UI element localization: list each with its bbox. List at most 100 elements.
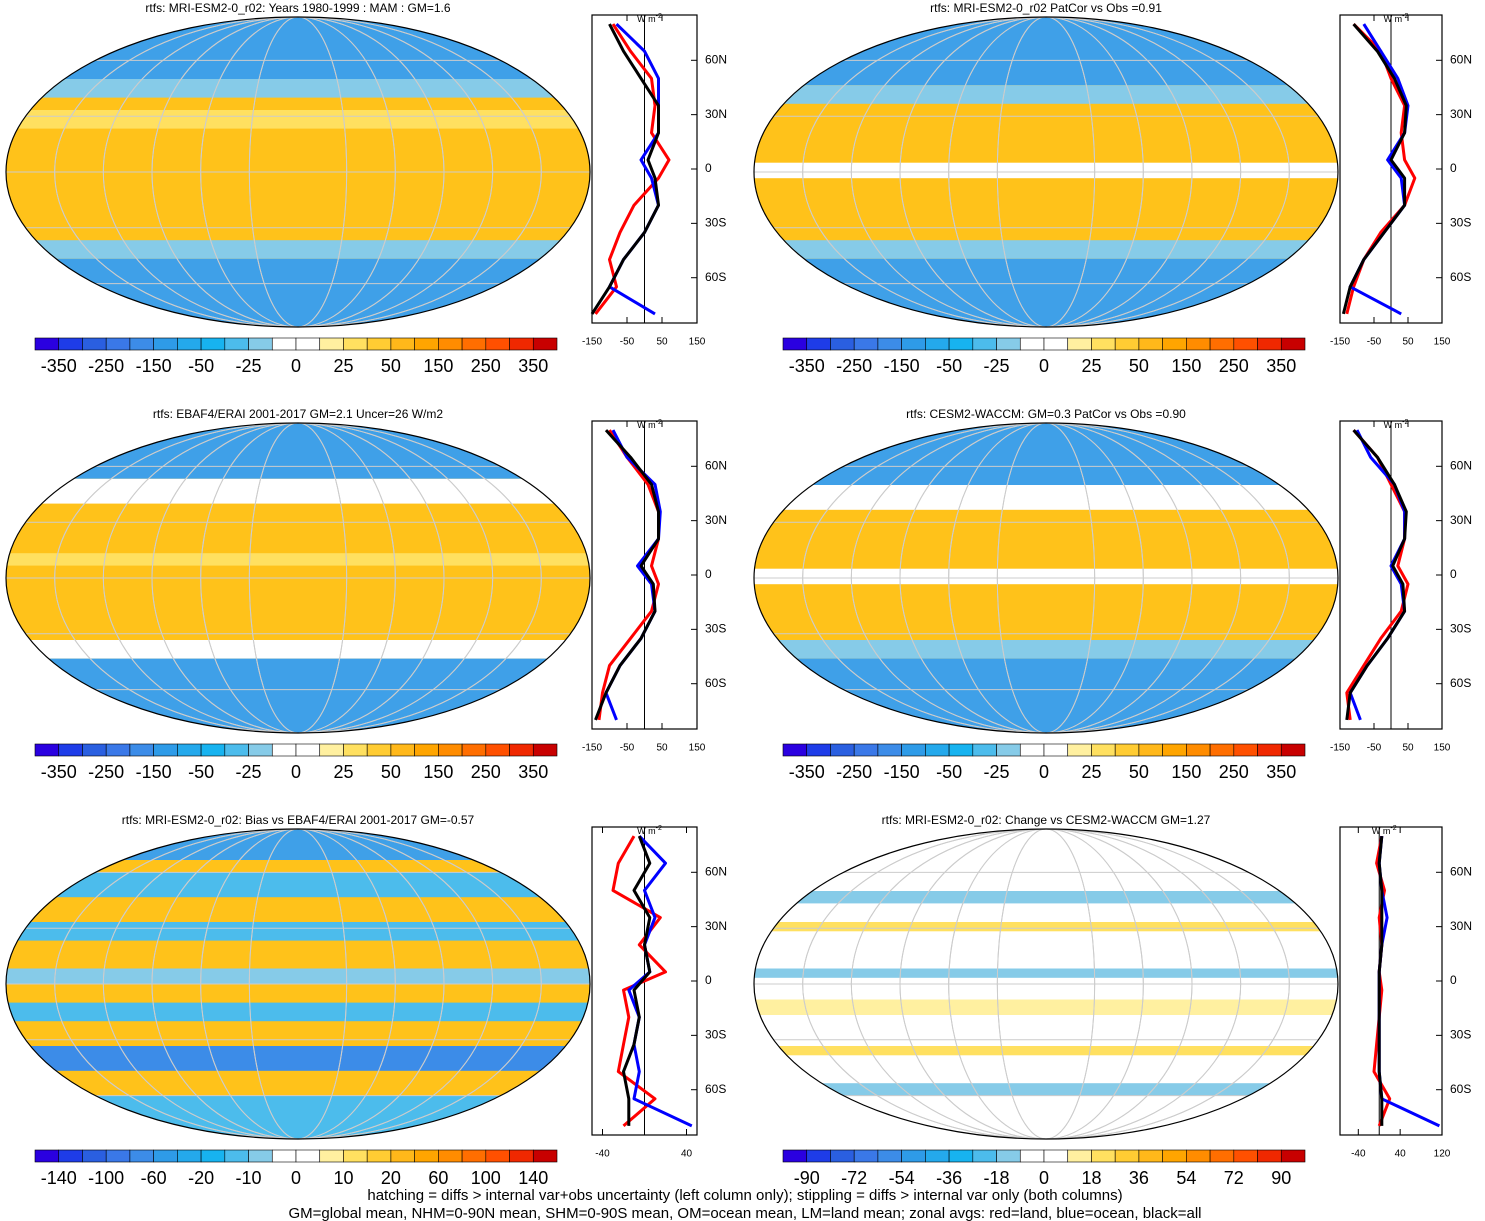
map-band	[6, 17, 590, 79]
colorbar-box	[414, 337, 439, 351]
map-band	[754, 999, 1338, 1015]
map-band	[6, 829, 590, 860]
colorbar-box	[1257, 1149, 1282, 1163]
map-band	[754, 968, 1338, 978]
y-tick-label: 30S	[1450, 622, 1471, 636]
colorbar-box	[1186, 1149, 1211, 1163]
colorbar-box	[153, 743, 178, 757]
unit-text: W m	[1384, 420, 1403, 430]
colorbar-label: -250	[836, 356, 872, 376]
colorbar-label: 350	[1266, 356, 1296, 376]
panel-title: rtfs: MRI-ESM2-0_r02: Years 1980-1999 : …	[145, 1, 450, 15]
colorbar-box	[390, 743, 415, 757]
graticule	[151, 423, 445, 733]
colorbar-label: 72	[1224, 1168, 1244, 1188]
colorbar-label: -150	[136, 356, 172, 376]
x-tick-label: 40	[1395, 1149, 1407, 1160]
colorbar-label: -18	[984, 1168, 1010, 1188]
colorbar-box	[901, 1149, 926, 1163]
colorbar-label: 150	[1171, 356, 1201, 376]
colorbar-label: 50	[381, 762, 401, 782]
map-band	[6, 110, 590, 129]
colorbar-label: 60	[428, 1168, 448, 1188]
colorbar-label: -25	[236, 356, 262, 376]
colorbar-label: -350	[789, 356, 825, 376]
x-tick-label: 40	[681, 1149, 693, 1160]
graticule	[850, 423, 1242, 733]
y-tick-label: 0	[705, 567, 712, 581]
colorbar-box	[1280, 1149, 1306, 1163]
graticule	[248, 423, 348, 733]
y-tick-label: 30S	[1450, 1028, 1471, 1042]
colorbar-box	[343, 337, 368, 351]
colorbar-box	[1209, 1149, 1235, 1163]
y-tick-label: 0	[1450, 161, 1457, 175]
colorbar-box	[105, 337, 131, 351]
colorbar-label: -350	[41, 762, 77, 782]
colorbar-box	[996, 743, 1021, 757]
colorbar-label: 150	[423, 762, 453, 782]
zonal-mean-line	[597, 429, 660, 721]
map-band	[754, 162, 1338, 179]
map-outline	[753, 828, 1339, 1140]
colorbar-label: -50	[936, 356, 962, 376]
colorbar-box	[1257, 337, 1282, 351]
y-tick-label: 30N	[705, 919, 727, 933]
x-tick-label: -150	[582, 743, 602, 754]
colorbar-label: -150	[884, 356, 920, 376]
zonal-mean-line	[1377, 835, 1441, 1128]
colorbar-box	[271, 743, 297, 757]
map	[754, 829, 1338, 1139]
colorbar-box	[271, 1149, 297, 1163]
colorbar-box	[438, 1149, 463, 1163]
y-tick-label: 60N	[705, 864, 727, 878]
y-tick-label: 60N	[1450, 458, 1472, 472]
colorbar-box	[129, 337, 154, 351]
colorbar-box	[877, 337, 902, 351]
colorbar-box	[1186, 337, 1211, 351]
colorbar-label: 350	[1266, 762, 1296, 782]
zonal-mean-line	[590, 23, 660, 315]
zonal-mean-line	[1341, 23, 1408, 315]
colorbar-box	[532, 1149, 558, 1163]
graticule	[102, 17, 494, 327]
panel: rtfs: MRI-ESM2-0_r02: Bias vs EBAF4/ERAI…	[5, 813, 727, 1188]
colorbar-box	[972, 1149, 997, 1163]
unit-label: W m-2	[637, 419, 662, 431]
colorbar-box	[414, 743, 439, 757]
x-tick-label: -50	[620, 743, 635, 754]
map-band	[6, 553, 590, 566]
map-band	[6, 79, 590, 98]
colorbar-label: 0	[291, 356, 301, 376]
colorbar-box	[1162, 337, 1187, 351]
graticule	[54, 829, 542, 1139]
unit-sup: -2	[656, 419, 662, 426]
colorbar-box	[1067, 337, 1092, 351]
colorbar-label: -20	[188, 1168, 214, 1188]
graticule	[151, 829, 445, 1139]
graticule	[102, 829, 494, 1139]
map-outline	[753, 422, 1339, 734]
map-band	[754, 1083, 1338, 1096]
y-tick-label: 30N	[1450, 919, 1472, 933]
graticule	[151, 17, 445, 327]
map-band	[6, 1046, 590, 1071]
x-tick-label: 150	[689, 337, 706, 348]
colorbar-box	[1209, 743, 1235, 757]
graticule	[948, 423, 1144, 733]
colorbar-box	[1209, 337, 1235, 351]
colorbar-box	[972, 743, 997, 757]
x-tick-label: 120	[1434, 1149, 1451, 1160]
colorbar-box	[295, 337, 321, 351]
map-band	[6, 658, 590, 733]
y-tick-label: 0	[705, 973, 712, 987]
y-tick-label: 0	[1450, 567, 1457, 581]
map-band	[754, 1046, 1338, 1056]
colorbar-label: -140	[41, 1168, 77, 1188]
unit-sup: -2	[656, 13, 662, 20]
colorbar-label: -25	[984, 356, 1010, 376]
map-band	[6, 640, 590, 659]
unit-text: W m	[637, 14, 656, 24]
x-tick-label: 150	[1434, 743, 1451, 754]
colorbar-box	[485, 337, 510, 351]
